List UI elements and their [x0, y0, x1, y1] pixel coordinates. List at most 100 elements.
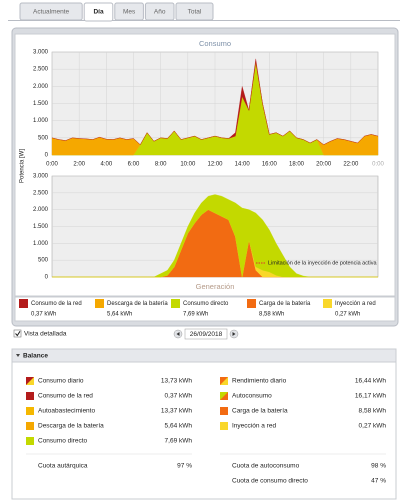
legend-label: Descarga de la batería: [107, 301, 168, 307]
tab[interactable]: [83, 2, 114, 22]
legend-label: Consumo de la red: [31, 301, 82, 307]
icon: [26, 377, 34, 385]
y-tick-label: 2.000: [33, 84, 49, 90]
legend-value: 5,64 kWh: [107, 312, 132, 318]
y-tick-label: 500: [38, 135, 49, 141]
x-tick-label: 8:00: [155, 162, 167, 168]
legend-label: Consumo directo: [183, 301, 229, 307]
balance-label: Descarga de la batería: [38, 423, 104, 430]
checkbox[interactable]: [13, 329, 22, 338]
date-box[interactable]: [184, 328, 228, 340]
tab-label[interactable]: Mes: [123, 9, 136, 16]
chart-title: Consumo: [199, 39, 231, 48]
y-tick-label: 1.500: [33, 224, 49, 230]
quota-label: Cuota de consumo directo: [232, 478, 308, 485]
y-tick-label: 0: [45, 153, 49, 159]
x-tick-label: 22:00: [343, 162, 359, 168]
balance-title: Balance: [23, 353, 48, 360]
y-axis-label: Potencia [W]: [20, 149, 26, 183]
y-tick-label: 1.500: [33, 101, 49, 107]
y-tick-label: 2.500: [33, 67, 49, 73]
quota-value: 97 %: [177, 463, 192, 470]
tab-label[interactable]: Día: [93, 9, 104, 16]
balance-label: Autoabastecimiento: [38, 408, 95, 415]
balance-label: Consumo diario: [38, 378, 84, 385]
y-tick-label: 2.500: [33, 190, 49, 196]
x-tick-label: 4:00: [100, 162, 112, 168]
balance-label: Carga de la batería: [232, 408, 288, 415]
x-tick-label: 16:00: [262, 162, 278, 168]
legend-swatch: [19, 299, 28, 308]
icon: [220, 422, 228, 430]
balance-value: 7,69 kWh: [165, 438, 193, 445]
y-tick-label: 1.000: [33, 241, 49, 247]
balance-value: 16,44 kWh: [355, 378, 386, 385]
tab[interactable]: [19, 2, 83, 21]
legend-label: Carga de la batería: [259, 301, 311, 307]
tab-label[interactable]: Total: [188, 9, 202, 16]
detail-view-label[interactable]: Vista detallada: [24, 331, 67, 338]
icon: [26, 422, 34, 430]
icon: [26, 392, 34, 400]
legend-value: 8,58 kWh: [259, 312, 284, 318]
tab[interactable]: [144, 2, 175, 21]
x-tick-label: 20:00: [316, 162, 332, 168]
balance-value: 5,64 kWh: [165, 423, 193, 430]
date-label: 26/09/2018: [190, 331, 223, 338]
x-tick-label: 0:00: [46, 162, 58, 168]
balance-header: [11, 348, 397, 363]
x-tick-label: 12:00: [207, 162, 223, 168]
quota-value: 47 %: [371, 478, 386, 485]
icon: [220, 392, 228, 400]
balance-label: Consumo directo: [38, 438, 88, 445]
y-tick-label: 500: [38, 258, 49, 264]
y-tick-label: 1.000: [33, 118, 49, 124]
y-tick-label: 3.000: [33, 174, 49, 180]
stacked-area: [52, 194, 378, 278]
quota-label: Cuota de autoconsumo: [232, 463, 300, 470]
prev-arrow: [176, 332, 180, 336]
icon: [220, 377, 228, 385]
next-arrow: [232, 332, 236, 336]
legend-value: 7,69 kWh: [183, 312, 208, 318]
legend-swatch: [323, 299, 332, 308]
balance-value: 13,37 kWh: [161, 408, 192, 415]
collapse-arrow[interactable]: [16, 354, 20, 357]
icon: [26, 437, 34, 445]
x-tick-label: 6:00: [128, 162, 140, 168]
quota-label: Cuota autárquica: [38, 463, 88, 470]
y-tick-label: 3.000: [33, 50, 49, 56]
tab-label[interactable]: Actualmente: [33, 9, 70, 16]
balance-value: 8,58 kWh: [359, 408, 387, 415]
quota-value: 98 %: [371, 463, 386, 470]
balance-label: Consumo de la red: [38, 393, 93, 400]
x-tick-label: 0:00: [372, 162, 384, 168]
icon: [220, 407, 228, 415]
legend-value: 0,37 kWh: [31, 312, 56, 318]
balance-value: 0,37 kWh: [165, 393, 193, 400]
x-tick-label: 18:00: [289, 162, 305, 168]
balance-label: Autoconsumo: [232, 393, 272, 400]
tab[interactable]: [114, 2, 144, 21]
legend-swatch: [171, 299, 180, 308]
balance-panel: [11, 348, 397, 500]
x-tick-label: 10:00: [180, 162, 196, 168]
balance-value: 13,73 kWh: [161, 378, 192, 385]
chart-title: Generación: [196, 282, 235, 291]
x-tick-label: 2:00: [73, 162, 85, 168]
checkmark: [15, 331, 21, 337]
legend-swatch: [247, 299, 256, 308]
legend-value: 0,27 kWh: [335, 312, 360, 318]
legend-label: Inyección a red: [335, 301, 376, 307]
balance-value: 16,17 kWh: [355, 393, 386, 400]
balance-label: Rendimiento diario: [232, 378, 287, 385]
tab[interactable]: [175, 2, 214, 21]
y-tick-label: 2.000: [33, 207, 49, 213]
legend-swatch: [95, 299, 104, 308]
tab-label[interactable]: Año: [154, 9, 166, 16]
x-tick-label: 14:00: [235, 162, 251, 168]
limit-legend-label: Limitación de la inyección de potencia a…: [268, 260, 377, 266]
icon: [26, 407, 34, 415]
balance-value: 0,27 kWh: [359, 423, 387, 430]
